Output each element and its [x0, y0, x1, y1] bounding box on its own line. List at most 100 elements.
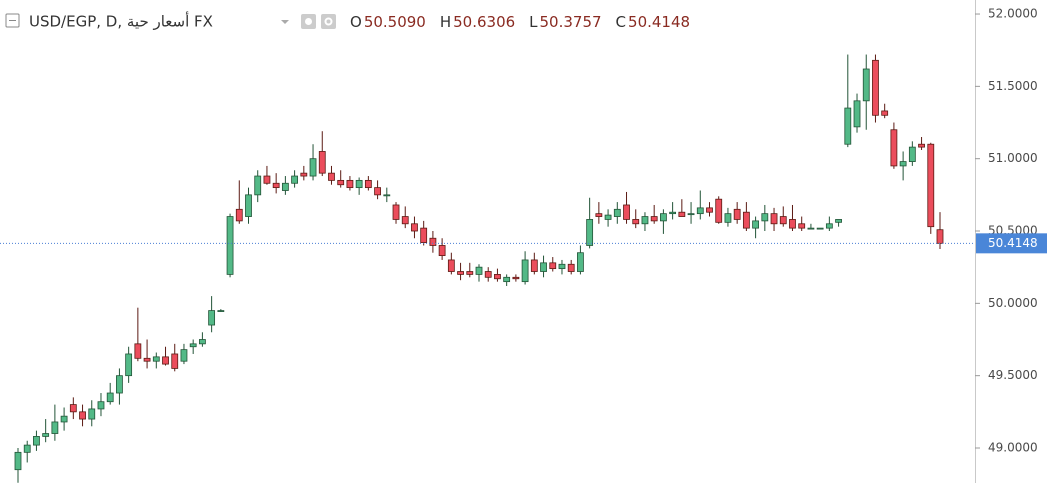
candle-body	[162, 356, 169, 365]
candle-body	[245, 194, 252, 217]
candle-body	[383, 194, 391, 197]
y-tick-label: 49.0000	[988, 440, 1038, 454]
candle-body	[125, 353, 133, 377]
open-value: 50.5090	[364, 13, 426, 31]
y-tick-label: 49.5000	[988, 368, 1038, 382]
candle-body	[106, 392, 114, 403]
candle-body	[577, 252, 584, 272]
symbol-title: USD/EGP, D, أسعار حية FX	[29, 12, 213, 31]
candle-body	[401, 216, 409, 225]
candle-body	[613, 208, 621, 217]
candle-body	[586, 219, 594, 246]
y-tick-label: 51.5000	[988, 79, 1038, 93]
candle-body	[116, 375, 123, 394]
candle-body	[79, 411, 86, 420]
candle-body	[798, 223, 806, 229]
candle-body	[825, 223, 833, 229]
candle-body	[263, 175, 271, 184]
candle-body	[466, 271, 474, 275]
candle-body	[484, 271, 492, 278]
visibility-icon-eye	[305, 18, 312, 25]
candle-body	[770, 213, 778, 225]
candle-body	[475, 266, 483, 275]
candle-body	[494, 274, 501, 280]
close-label: C	[616, 13, 626, 31]
candle-body	[23, 444, 31, 453]
candle-body	[281, 182, 289, 191]
candle-body	[835, 219, 842, 223]
candle-body	[742, 211, 750, 229]
low-value: 50.3757	[540, 13, 602, 31]
candle-body	[420, 227, 428, 243]
candle-body	[152, 356, 160, 362]
candle-body	[411, 223, 418, 232]
candle-body	[33, 436, 40, 446]
candle-body	[171, 353, 179, 369]
candle-body	[650, 216, 658, 222]
candle-body	[706, 207, 713, 213]
candle-body	[752, 220, 759, 229]
candle-body	[660, 213, 667, 222]
candle-body	[558, 263, 566, 270]
candle-body	[530, 259, 538, 272]
candle-body	[134, 343, 142, 359]
candle-body	[457, 271, 464, 275]
candle-body	[862, 68, 870, 102]
candle-body	[595, 213, 603, 217]
collapse-icon[interactable]	[5, 13, 20, 28]
dropdown-arrow[interactable]	[281, 20, 289, 24]
candle-body	[235, 208, 243, 222]
candle-body	[927, 143, 935, 228]
candle-body	[872, 59, 879, 116]
candle-body	[890, 129, 898, 167]
candle-body	[604, 214, 612, 220]
last-price-box	[976, 233, 1047, 254]
candle-body	[733, 208, 741, 220]
plot	[14, 54, 944, 483]
candle-body	[807, 227, 815, 230]
candle-body	[143, 357, 151, 362]
candle-body	[623, 204, 630, 220]
candle-body	[226, 216, 234, 275]
candle-body	[392, 204, 400, 220]
candle-body	[918, 143, 925, 148]
last-price-label: 50.4148	[988, 236, 1038, 250]
candle-body	[816, 227, 824, 230]
candle-body	[669, 211, 677, 215]
candle-body	[14, 451, 22, 471]
settings-icon-gear	[324, 17, 333, 26]
candle-body	[355, 179, 363, 189]
candle-body	[309, 158, 317, 177]
candle-body	[300, 172, 308, 177]
candle-body	[208, 310, 216, 326]
high-value: 50.6306	[453, 13, 515, 31]
candle-body	[337, 179, 345, 186]
candle-body	[447, 259, 455, 272]
candle-body	[217, 310, 225, 312]
candle-body	[97, 401, 105, 410]
y-tick-label: 51.0000	[988, 151, 1038, 165]
candle-body	[678, 211, 686, 217]
candle-body	[641, 216, 649, 225]
candle-body	[272, 182, 280, 189]
candle-body	[844, 107, 852, 145]
candle-body	[761, 213, 769, 222]
candle-body	[936, 229, 944, 244]
candle-body	[291, 175, 299, 184]
candle-body	[567, 263, 575, 272]
candle-body	[254, 175, 262, 196]
candle-body	[69, 404, 77, 413]
candle-body	[51, 421, 59, 434]
candle-body	[328, 172, 335, 181]
settings-icon[interactable]	[321, 14, 336, 29]
candle-body	[88, 408, 96, 420]
y-tick-label: 52.0000	[988, 7, 1038, 21]
candle-body	[346, 179, 354, 189]
candle-body	[789, 219, 796, 229]
high-label: H	[440, 13, 451, 31]
candle-body	[881, 110, 889, 116]
candle-body	[853, 100, 861, 128]
candle-body	[696, 207, 704, 215]
